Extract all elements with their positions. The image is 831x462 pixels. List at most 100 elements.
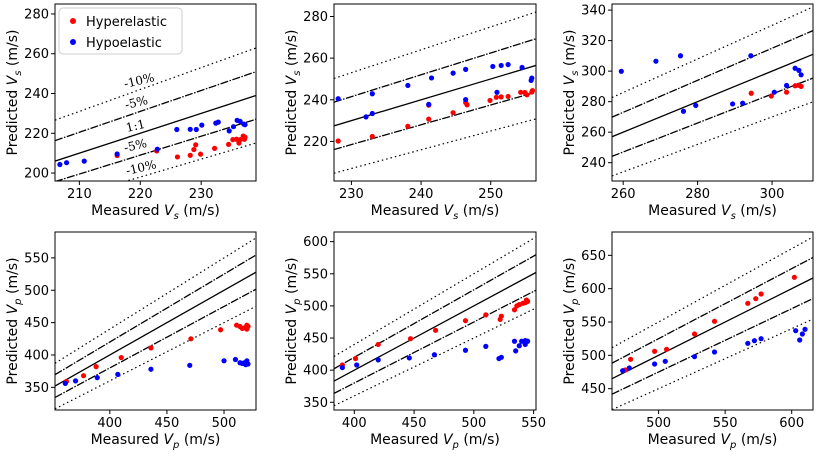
ref-line-minus5 [612,77,813,157]
hypoelastic-point [463,66,469,72]
ref-line-minus10 [334,118,536,174]
hypoelastic-point [406,355,412,361]
hypoelastic-point [174,126,180,133]
y-tick-label: 280 [303,10,328,25]
hyperelastic-point [464,102,470,108]
hypoelastic-point [798,72,804,78]
legend-box [58,7,183,55]
hyperelastic-point [758,291,764,297]
hypoelastic-point [242,122,248,128]
annotation-plus10: -10% [123,70,156,91]
hypoelastic-point [516,343,522,349]
hyperelastic-point [217,327,224,333]
x-tick-label: 260 [611,187,636,202]
hyperelastic-point [240,133,246,139]
hypoelastic-point [363,114,369,120]
ref-line-plus5 [334,254,536,370]
annotation-minus10: -10% [125,157,158,178]
x-tick-label: 250 [478,187,503,202]
x-tick-label: 450 [155,416,180,431]
x-tick-label: 500 [461,416,486,431]
hyperelastic-point [493,94,499,100]
y-axis-label: Predicted Vp (m/s) [562,257,581,384]
hyperelastic-point [211,145,218,151]
ref-line-1to1 [612,53,813,138]
y-tick-label: 240 [24,87,49,102]
ref-line-minus5 [334,91,536,151]
hypoelastic-point [62,380,68,387]
y-tick-label: 400 [303,364,328,379]
ref-line-minus10 [612,318,813,410]
hypoelastic-point [428,75,435,81]
hypoelastic-point [339,364,345,371]
y-tick-label: 500 [24,284,49,299]
hyperelastic-point [791,274,797,280]
hyperelastic-point [187,152,193,158]
legend-marker-hypoelastic [70,39,76,45]
y-tick-label: 450 [303,332,328,347]
hypoelastic-point [691,354,698,360]
x-tick-label: 230 [339,187,364,202]
hyperelastic-point [523,297,530,303]
hypoelastic-point [711,349,718,355]
hyperelastic-point [768,93,774,99]
ref-line-plus10 [55,47,256,121]
ref-line-minus5 [612,297,813,395]
y-tick-label: 240 [581,156,606,171]
hypoelastic-point [511,338,518,344]
hypoelastic-point [187,126,193,132]
hypoelastic-point [662,358,668,364]
legend: Hyperelastic Hypoelastic [58,7,183,55]
y-tick-label: 550 [24,251,49,266]
hypoelastic-point [730,101,736,107]
annotation-minus5: -5% [123,136,149,155]
x-tick-label: 210 [67,187,92,202]
x-axis-label: Measured Vs (m/s) [648,203,777,222]
y-tick-label: 600 [581,282,606,297]
hypoelastic-point [529,75,535,81]
hypoelastic-point [793,328,799,334]
y-tick-label: 550 [303,267,328,282]
chart-panel-3: 260 280 300 240 260 280 300 320 340 Measured Vs (… [562,3,814,222]
hypoelastic-point [72,378,79,384]
hypoelastic-point [450,70,456,76]
hypoelastic-point [796,67,802,73]
hyperelastic-point [748,90,754,96]
y-tick-label: 260 [303,52,328,67]
hypoelastic-point [519,64,525,71]
hypoelastic-point [463,96,469,103]
annotation-plus5: -5% [124,93,150,112]
hypoelastic-point [751,338,758,344]
hypoelastic-point [237,118,243,124]
x-axis-label: Measured Vp (m/s) [370,432,500,451]
ref-line-plus10 [612,6,813,99]
y-tick-label: 550 [581,316,606,331]
y-tick-label: 240 [303,93,328,108]
hypoelastic-point [232,356,239,363]
y-tick-label: 260 [24,47,49,62]
hypoelastic-point [243,362,249,368]
hyperelastic-point [745,300,751,306]
chart-panel-5: 400 450 500 550 350 400 450 500 550 600 Measured V… [284,231,546,451]
hypoelastic-point [405,82,411,89]
y-axis-label: Predicted Vs (m/s) [284,30,303,156]
y-axis-label: Predicted Vp (m/s) [284,257,303,384]
x-tick-label: 550 [713,416,738,431]
hyperelastic-point [118,354,124,361]
legend-label-hyperelastic: Hyperelastic [86,15,167,30]
x-tick-label: 280 [685,187,710,202]
hypoelastic-point [187,362,193,368]
hyperelastic-point [174,154,181,160]
hypoelastic-point [199,122,205,128]
hypoelastic-point [653,58,659,64]
y-tick-label: 220 [24,127,49,142]
chart-panel-6: 500 550 600 450 500 550 600 650 Measured Vp (m/s… [562,231,814,451]
hypoelastic-point [335,96,341,102]
hypoelastic-point [426,101,432,107]
hypoelastic-point [226,128,232,134]
chart-panel-4: 400 450 500 350 400 450 500 550 Measured Vp (m/s… [5,231,257,451]
x-tick-label: 400 [97,416,122,431]
y-tick-label: 450 [24,316,49,331]
x-tick-label: 300 [760,187,785,202]
ref-line-minus10 [124,142,256,181]
